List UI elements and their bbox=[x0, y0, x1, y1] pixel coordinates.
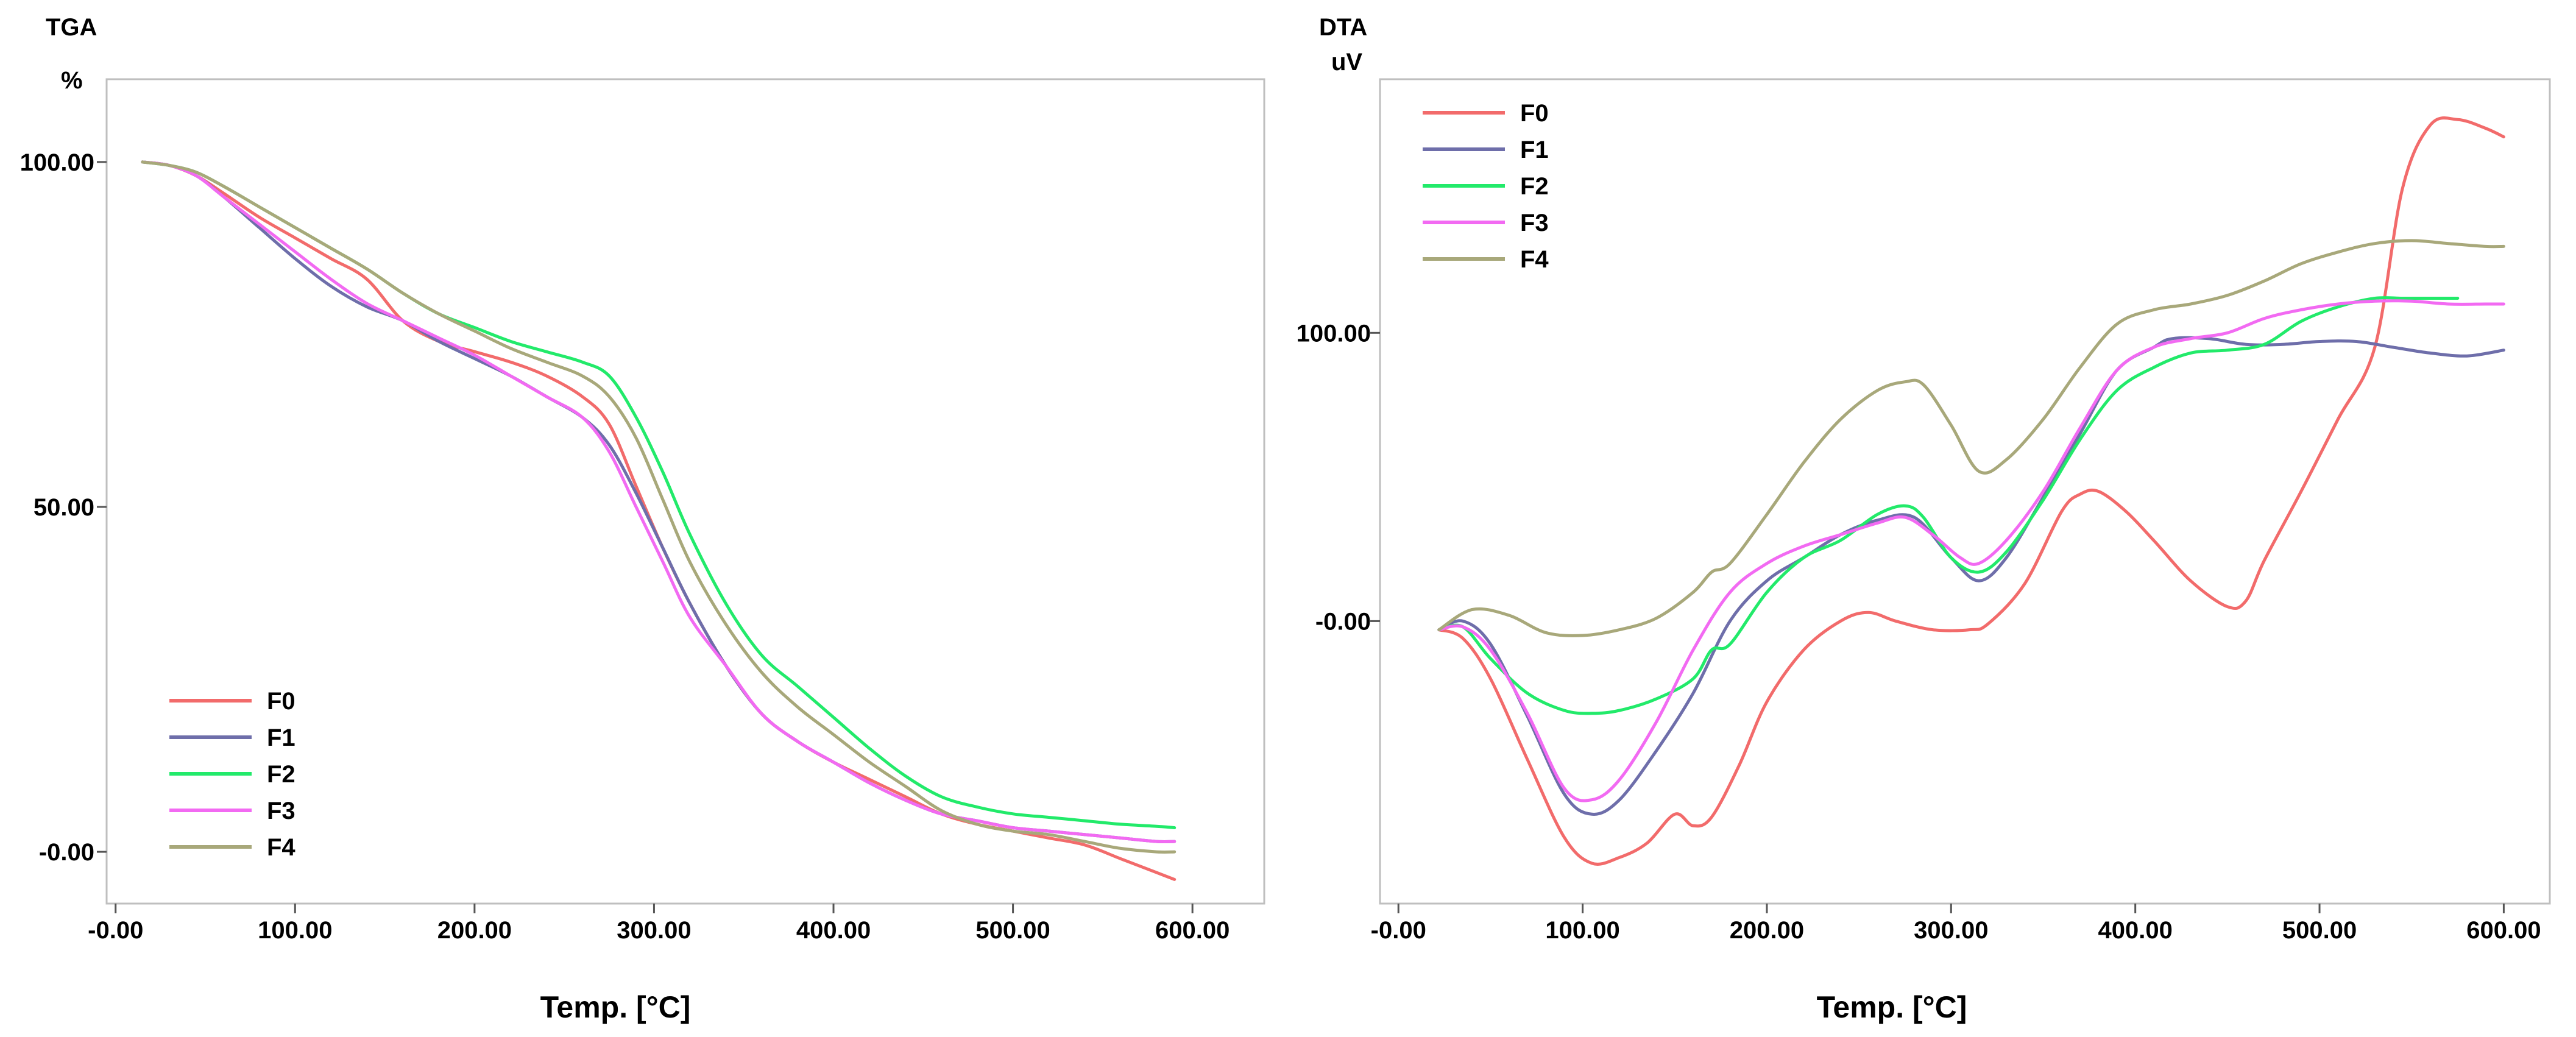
dta-legend-label-f0: F0 bbox=[1520, 100, 1549, 127]
tga-series-f0-line bbox=[141, 160, 1177, 881]
tga-xtick-label: 200.00 bbox=[437, 917, 512, 944]
tga-series-f1-line bbox=[141, 160, 1177, 843]
tga-xlabel: Temp. [°C] bbox=[540, 990, 691, 1024]
tga-series-f3-line bbox=[141, 160, 1177, 843]
tga-ylabel: % bbox=[61, 67, 83, 94]
dta-xtick-label: 500.00 bbox=[2282, 917, 2357, 944]
tga-xtick-label: 100.00 bbox=[258, 917, 332, 944]
tga-legend-label-f1: F1 bbox=[267, 724, 295, 751]
tga-legend-label-f4: F4 bbox=[267, 834, 295, 861]
tga-ytick-label: 50.00 bbox=[34, 494, 94, 521]
dta-xtick-label: 300.00 bbox=[1914, 917, 1988, 944]
tga-axis-ticks: -0.00 100.00 200.00 300.00 400.00 500.00 600.0… bbox=[20, 149, 1230, 944]
dta-xtick-label: 100.00 bbox=[1545, 917, 1619, 944]
tga-legend-label-f0: F0 bbox=[267, 688, 295, 715]
dta-legend-label-f1: F1 bbox=[1520, 136, 1549, 163]
dta-axis-ticks: -0.00 100.00 200.00 300.00 400.00 500.00 600.0… bbox=[1297, 320, 2541, 944]
tga-xtick-label: 500.00 bbox=[975, 917, 1050, 944]
tga-panel: TGA % -0.00 100.00 200.00 300.00 400.00 500.0… bbox=[20, 14, 1265, 1024]
dta-xlabel: Temp. [°C] bbox=[1817, 990, 1967, 1024]
dta-series-f4-line bbox=[1437, 239, 2505, 637]
dta-legend-label-f2: F2 bbox=[1520, 173, 1549, 200]
tga-legend-label-f3: F3 bbox=[267, 798, 295, 824]
dta-legend: F0 F1 F2 F3 F4 bbox=[1423, 100, 1549, 273]
tga-xtick-label: -0.00 bbox=[88, 917, 143, 944]
dta-title: DTA bbox=[1319, 14, 1367, 41]
tga-legend: F0 F1 F2 F3 F4 bbox=[169, 688, 295, 861]
tga-legend-label-f2: F2 bbox=[267, 761, 295, 788]
tga-xtick-label: 300.00 bbox=[617, 917, 691, 944]
dta-ytick-label: 100.00 bbox=[1297, 320, 1371, 347]
tga-xtick-label: 600.00 bbox=[1155, 917, 1230, 944]
tga-series-lines bbox=[141, 160, 1177, 881]
tga-xtick-label: 400.00 bbox=[796, 917, 871, 944]
dta-legend-label-f3: F3 bbox=[1520, 210, 1549, 236]
dta-xtick-label: 400.00 bbox=[2098, 917, 2173, 944]
dta-legend-label-f4: F4 bbox=[1520, 246, 1549, 273]
tga-ytick-label: -0.00 bbox=[39, 839, 94, 866]
dta-xtick-label: 200.00 bbox=[1730, 917, 1804, 944]
dta-series-f3-line bbox=[1437, 299, 2505, 802]
dta-plot-area bbox=[1379, 78, 2551, 905]
dta-series-lines bbox=[1437, 116, 2505, 866]
dta-series-f2-line bbox=[1437, 296, 2460, 715]
dta-series-f0-line bbox=[1437, 116, 2505, 866]
dta-xtick-label: 600.00 bbox=[2466, 917, 2541, 944]
tga-ytick-label: 100.00 bbox=[20, 149, 94, 176]
tga-title: TGA bbox=[46, 14, 97, 41]
tga-series-f4-line bbox=[141, 160, 1177, 854]
dta-ylabel: uV bbox=[1331, 49, 1362, 76]
dta-xtick-label: -0.00 bbox=[1371, 917, 1426, 944]
dta-panel: DTA uV -0.00 100.00 200.00 300.00 400.00 500.… bbox=[1297, 14, 2551, 1024]
dta-ytick-label: -0.00 bbox=[1315, 608, 1371, 635]
tga-plot-area bbox=[105, 78, 1265, 905]
